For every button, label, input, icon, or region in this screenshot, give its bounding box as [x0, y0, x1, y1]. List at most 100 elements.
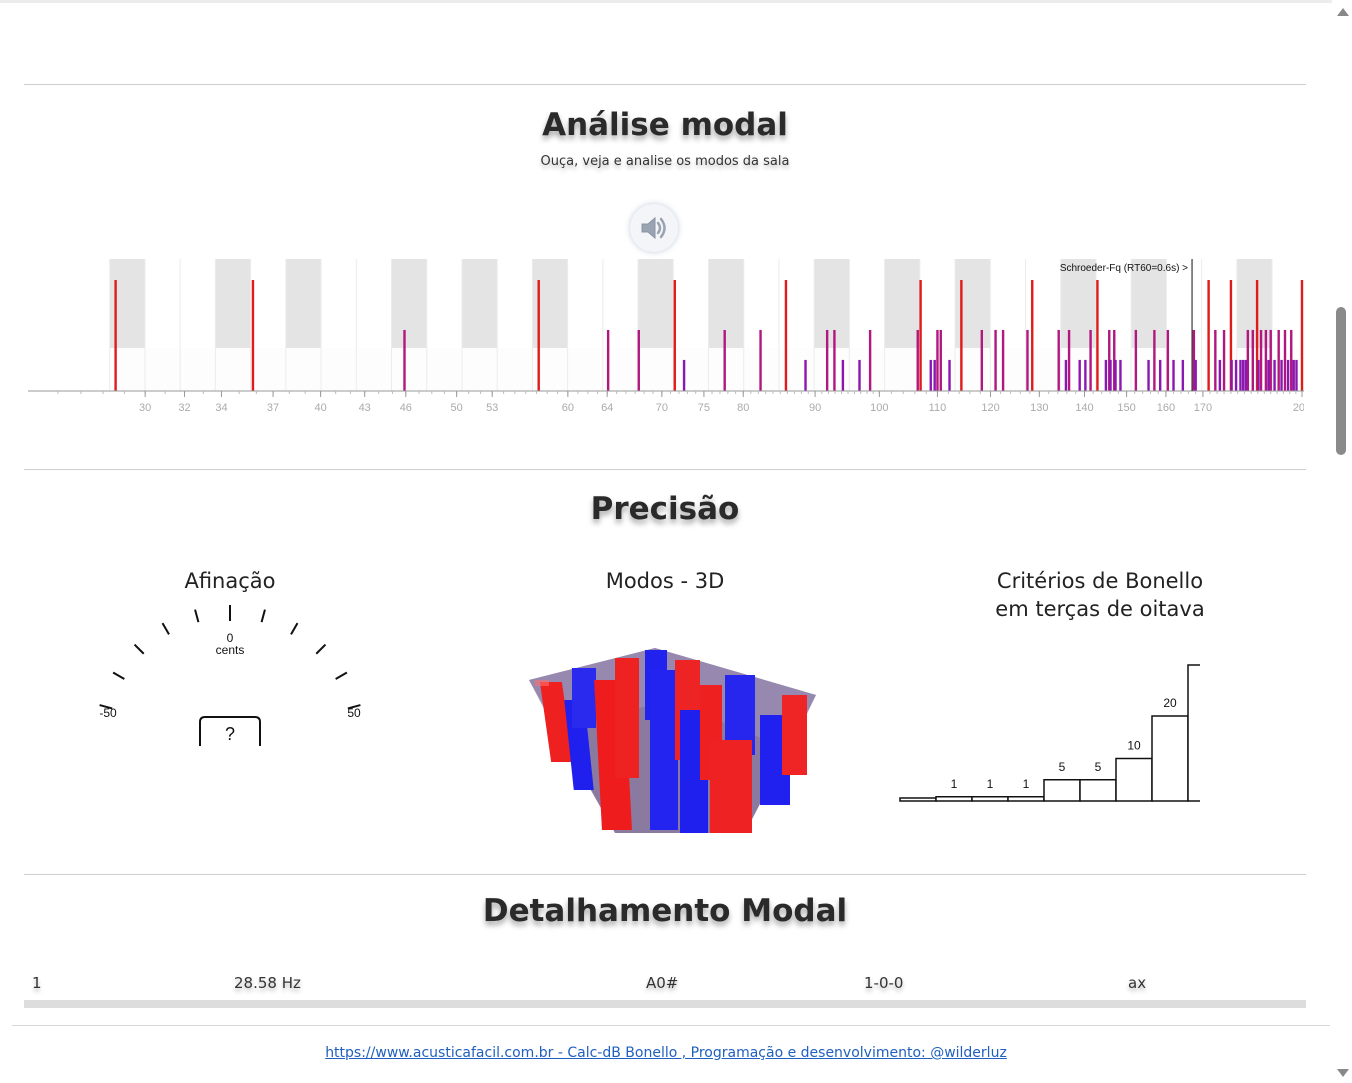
vertical-scrollbar[interactable] [1332, 0, 1352, 1083]
mode-bar-oblique[interactable] [1109, 359, 1112, 391]
key-band-lower [285, 348, 322, 391]
mode-bar-oblique[interactable] [1280, 359, 1283, 391]
mode-bar-axial[interactable] [673, 280, 676, 391]
x-tick-label: 46 [400, 402, 412, 414]
mode-bar-oblique[interactable] [948, 359, 951, 391]
mode-bar-tangential[interactable] [980, 329, 984, 391]
mode-bar-oblique[interactable] [1241, 359, 1245, 391]
mode-bar-oblique[interactable] [1064, 359, 1068, 391]
mode-bar-oblique[interactable] [1119, 359, 1122, 391]
mode-bar-tangential[interactable] [916, 329, 919, 391]
mode-bar-oblique[interactable] [1158, 359, 1162, 391]
mode-bar-oblique[interactable] [1239, 359, 1242, 391]
mode-bar-tangential[interactable] [759, 329, 762, 391]
mode-bar-oblique[interactable] [1257, 359, 1260, 391]
mode-bar-axial[interactable] [919, 280, 922, 391]
mode-bar-tangential[interactable] [1269, 329, 1272, 391]
scroll-thumb[interactable] [1336, 307, 1346, 455]
mode-bar-oblique[interactable] [1230, 359, 1233, 391]
mode-bar-oblique[interactable] [858, 359, 861, 391]
mode-bar-tangential[interactable] [1153, 329, 1156, 391]
horizontal-scrollbar[interactable] [24, 1000, 1306, 1008]
mode-bar-axial[interactable] [251, 280, 255, 391]
mode-bar-axial[interactable] [537, 280, 540, 391]
mode-bar-tangential[interactable] [606, 329, 610, 391]
mode-bar-tangential[interactable] [1259, 329, 1263, 391]
mode-bar-oblique[interactable] [1286, 359, 1290, 391]
mode-bar-oblique[interactable] [682, 359, 686, 391]
mode-bar-tangential[interactable] [1057, 329, 1060, 391]
mode-bar-axial[interactable] [1255, 280, 1259, 391]
mode-bar-oblique[interactable] [1147, 359, 1150, 391]
mode-bar-oblique[interactable] [1218, 359, 1222, 391]
x-tick-label: 40 [314, 402, 326, 414]
key-band-lower [849, 348, 885, 391]
mode-bar-oblique[interactable] [1295, 359, 1298, 391]
mode-bar-oblique[interactable] [1194, 359, 1197, 391]
mode-bar-tangential[interactable] [1001, 329, 1005, 391]
mode-bar-oblique[interactable] [1234, 359, 1238, 391]
mode-bar-tangential[interactable] [1192, 329, 1196, 391]
mode-bar-tangential[interactable] [1246, 329, 1250, 391]
mode-bar-tangential[interactable] [1283, 329, 1287, 391]
mode-index: 1 [32, 974, 42, 992]
mode-bar-oblique[interactable] [841, 359, 845, 391]
mode-bar-tangential[interactable] [1264, 329, 1268, 391]
mode-bar-oblique[interactable] [1078, 359, 1081, 391]
mode-bar-axial[interactable] [1031, 280, 1034, 391]
mode-bar-tangential[interactable] [637, 329, 640, 391]
mode-bar-tangential[interactable] [403, 329, 406, 391]
mode-bar-tangential[interactable] [939, 329, 942, 391]
mode-bar-tangential[interactable] [1134, 329, 1138, 391]
mode-bar-axial[interactable] [1096, 280, 1099, 391]
mode-bar-tangential[interactable] [1026, 329, 1029, 391]
bonello-bar [1187, 664, 1200, 802]
gauge-tick [335, 671, 348, 680]
mode-bar-oblique[interactable] [1084, 359, 1087, 391]
mode-bar-axial[interactable] [960, 280, 963, 391]
mode-bar-oblique[interactable] [929, 359, 932, 391]
mode-bar-tangential[interactable] [1214, 329, 1217, 391]
play-sound-button[interactable] [630, 204, 678, 252]
mode-bar-tangential[interactable] [1251, 329, 1255, 391]
mode-bar-tangential[interactable] [936, 329, 939, 391]
mode-bar-oblique[interactable] [1172, 359, 1175, 391]
mode-bar-tangential[interactable] [1290, 329, 1293, 391]
mode-bar-tangential[interactable] [1108, 329, 1111, 391]
gauge-unit: cents [216, 643, 245, 657]
mode-bar-tangential[interactable] [1067, 329, 1071, 391]
modes-3d-view[interactable] [520, 640, 820, 835]
mode-bar-tangential[interactable] [1277, 329, 1280, 391]
table-row[interactable]: 1 28.58 Hz A0# 1-0-0 ax [24, 970, 1306, 998]
mode-bar-oblique[interactable] [1244, 359, 1248, 391]
mode-bar-tangential[interactable] [825, 329, 829, 391]
mode-bar-axial[interactable] [784, 280, 788, 391]
mode-bar-tangential[interactable] [994, 329, 997, 391]
scroll-up-icon[interactable] [1337, 8, 1349, 16]
mode-bar-tangential[interactable] [1166, 329, 1170, 391]
mode-bar-axial[interactable] [1229, 280, 1233, 391]
mode-bar-axial[interactable] [114, 280, 117, 391]
key-band-lower [461, 348, 498, 391]
mode-bar-tangential[interactable] [723, 329, 726, 391]
mode-bar-oblique[interactable] [804, 359, 807, 391]
mode-bar-oblique[interactable] [1273, 359, 1276, 391]
mode-bar-oblique[interactable] [933, 359, 936, 391]
x-tick-label: 43 [359, 402, 371, 414]
mode-bar-axial[interactable] [1207, 280, 1210, 391]
mode-bar-tangential[interactable] [1089, 329, 1092, 391]
credits-link[interactable]: https://www.acusticafacil.com.br - Calc-… [325, 1045, 1007, 1061]
scroll-down-icon[interactable] [1337, 1069, 1349, 1077]
mode-bar-axial[interactable] [1300, 280, 1304, 391]
mode-bar-oblique[interactable] [1181, 359, 1185, 391]
mode-bar-tangential[interactable] [1113, 329, 1116, 391]
mode-bar-oblique[interactable] [1114, 359, 1117, 391]
mode-bar-tangential[interactable] [1222, 329, 1226, 391]
mode-bar-oblique[interactable] [1104, 359, 1108, 391]
key-band [778, 259, 815, 348]
mode-bar-tangential[interactable] [868, 329, 872, 391]
tuning-gauge: 0 cents -50 50 ? [99, 605, 361, 746]
mode-bar-oblique[interactable] [1292, 359, 1295, 391]
mode-bar-tangential[interactable] [833, 329, 836, 391]
mode-bar-oblique[interactable] [1267, 359, 1270, 391]
